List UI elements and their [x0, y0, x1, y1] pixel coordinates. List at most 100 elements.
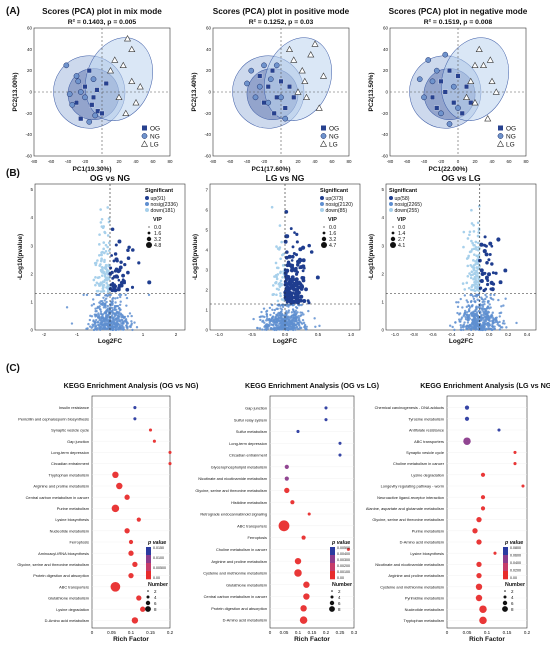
nosig-point	[291, 322, 294, 325]
nosig-point	[277, 317, 281, 320]
x-axis-label: Rich Factor	[113, 636, 149, 643]
nosig-point	[130, 314, 133, 318]
up-point	[112, 285, 116, 289]
down-point	[100, 217, 104, 221]
nosig-point	[301, 318, 305, 322]
down-point	[470, 222, 474, 225]
vip-level-label: 3.2	[154, 237, 161, 243]
legend-label: OG	[506, 126, 516, 133]
legend-label: OG	[150, 126, 160, 133]
nosig-point	[448, 324, 452, 327]
up-point	[489, 280, 494, 285]
up-point	[126, 256, 131, 261]
x-tick-label: -0.6	[429, 332, 437, 337]
up-point	[496, 237, 501, 242]
nosig-point	[484, 297, 487, 301]
down-point	[101, 284, 105, 287]
og-point	[278, 78, 284, 84]
up-point	[482, 249, 487, 254]
x-tick-label: 40	[133, 159, 139, 164]
kegg-chart: Insulin resistance Penicillin and cephalo…	[17, 381, 199, 643]
up-point	[291, 276, 295, 280]
down-point	[279, 292, 282, 295]
pathway-label: ABC transporters	[59, 584, 89, 589]
nosig-point	[130, 320, 133, 323]
nosig-point	[110, 300, 113, 303]
legend-marker-nosig	[145, 202, 149, 206]
pathway-label: Arginine and proline metabolism	[211, 559, 267, 564]
up-point	[109, 266, 113, 270]
nosig-point	[490, 324, 494, 328]
panel-label: (C)	[6, 363, 20, 374]
pvalue-gradient-segment	[330, 555, 335, 564]
number-level-label: 2	[154, 589, 157, 594]
nosig-point	[287, 311, 290, 314]
x-tick-label: -1	[75, 332, 79, 337]
nosig-point	[301, 322, 304, 325]
y-tick-label: 20	[383, 68, 389, 73]
nosig-point	[272, 311, 276, 315]
x-tick-label: 0	[280, 159, 283, 164]
up-point	[309, 250, 314, 254]
legend-marker-up	[389, 196, 393, 200]
kegg-chart: Chemical carcinogenesis - DNA adducts Tyr…	[366, 381, 550, 643]
pathway-label: Purine metabolism	[412, 528, 444, 533]
up-point	[491, 271, 495, 275]
pathway-label: Choline metabolism in cancer	[393, 461, 445, 466]
vip-size-marker	[390, 242, 396, 248]
legend-label: OG	[329, 126, 339, 133]
enrichment-point	[278, 520, 290, 532]
og-point	[438, 78, 444, 84]
y-axis-label: -Log10(pvalue)	[192, 234, 199, 280]
nosig-point	[293, 322, 296, 326]
nosig-point	[119, 300, 122, 303]
pathway-label: Glycine, serine and threonine metabolism	[17, 562, 89, 567]
up-point	[483, 271, 487, 275]
vip-level-label: 2.7	[398, 237, 405, 243]
lg-point	[471, 61, 479, 69]
number-level-label: 6	[154, 601, 157, 606]
nosig-point	[279, 318, 282, 321]
number-level-label: 6	[338, 601, 341, 606]
enrichment-point	[131, 617, 139, 624]
nosig-point	[480, 313, 483, 317]
nosig-point	[117, 328, 120, 331]
og-point	[82, 84, 88, 90]
nosig-point	[465, 305, 469, 309]
x-tick-label: -60	[227, 159, 234, 164]
nosig-point	[464, 316, 467, 319]
legend-marker-lg	[140, 140, 149, 147]
down-point	[100, 274, 104, 277]
nosig-point	[503, 322, 506, 325]
nosig-point	[102, 296, 105, 299]
og-point	[270, 68, 275, 74]
nosig-point	[286, 322, 289, 325]
down-point	[276, 299, 280, 303]
up-point	[488, 253, 492, 257]
nosig-point	[103, 322, 106, 325]
pathway-label: Central carbon metabolism in cancer	[26, 495, 90, 500]
lg-point	[471, 99, 479, 106]
x-axis-label: Log2FC	[449, 338, 473, 345]
x-tick-label: -2	[42, 332, 46, 337]
nosig-point	[466, 317, 470, 320]
nosig-point	[475, 321, 478, 325]
lg-point	[484, 115, 492, 122]
up-point	[294, 277, 299, 282]
enrichment-point	[284, 464, 289, 469]
nosig-point	[297, 316, 301, 320]
enrichment-point	[493, 551, 497, 555]
nosig-point	[496, 323, 499, 326]
ng-point	[73, 73, 80, 79]
down-point	[473, 253, 476, 256]
lg-point	[115, 93, 123, 101]
up-point	[315, 275, 320, 280]
x-tick-label: -1.0	[391, 332, 399, 337]
pathway-label: Nicotinate and nicotinamide metabolism	[198, 476, 267, 481]
down-point	[478, 204, 481, 208]
down-point	[465, 281, 469, 285]
nosig-point	[104, 316, 108, 320]
enrichment-point	[307, 512, 311, 516]
nosig-point	[474, 319, 478, 323]
pathway-label: Alanine, aspartate and glutamate metabol…	[366, 506, 444, 511]
